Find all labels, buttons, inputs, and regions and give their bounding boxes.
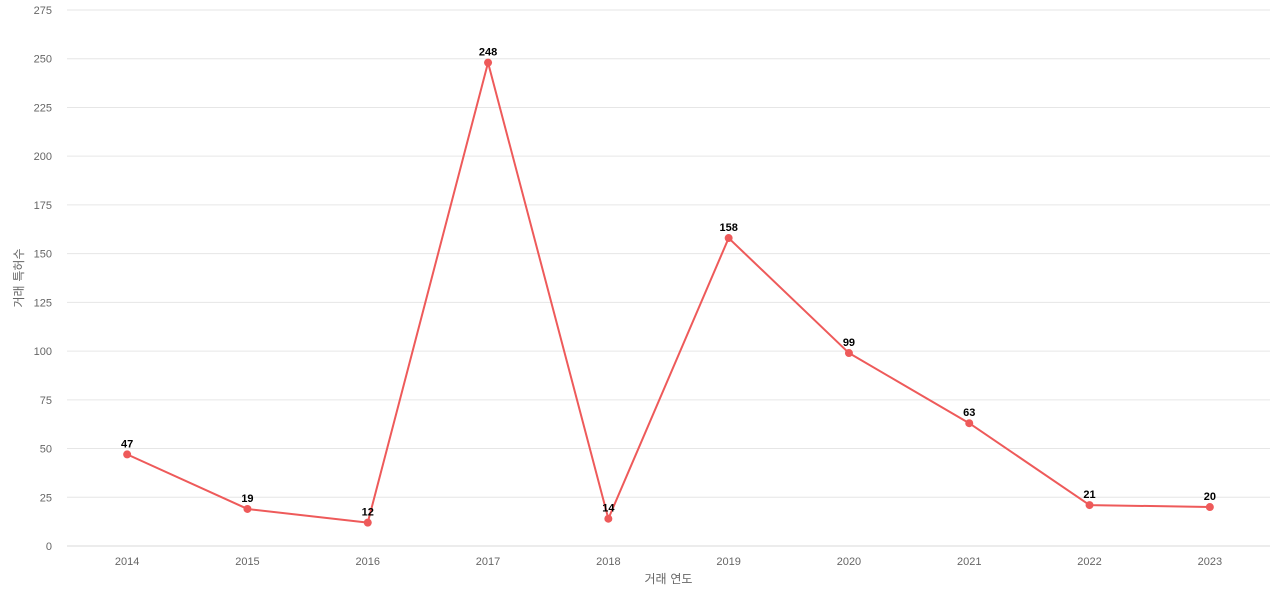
x-tick-label: 2014 (115, 556, 139, 568)
y-tick-label: 50 (40, 444, 52, 456)
data-point (484, 58, 493, 67)
data-point (604, 514, 613, 523)
x-tick-label: 2019 (716, 556, 740, 568)
data-point (123, 450, 132, 459)
data-point (724, 234, 733, 243)
data-label: 99 (843, 337, 855, 349)
data-point (844, 349, 853, 358)
data-label: 21 (1083, 489, 1095, 501)
data-point (1205, 503, 1214, 512)
data-label: 63 (963, 407, 975, 419)
x-tick-label: 2017 (476, 556, 500, 568)
data-label: 14 (602, 503, 615, 515)
y-tick-label: 125 (34, 297, 52, 309)
series-layer (123, 58, 1214, 527)
y-tick-label: 225 (34, 102, 52, 114)
y-tick-label: 0 (46, 541, 52, 553)
data-labels: 47 19 12 248 14 158 99 63 21 20 (121, 47, 1216, 519)
x-tick-label: 2022 (1077, 556, 1101, 568)
data-label: 248 (479, 47, 497, 59)
series-line (126, 61, 1210, 524)
x-axis-ticks: 2014 2015 2016 2017 2018 2019 2020 2021 2022 2023 (115, 556, 1222, 568)
y-axis-ticks: 0 25 50 75 100 125 150 175 200 225 250 275 (34, 5, 52, 553)
data-point (965, 419, 974, 428)
y-tick-label: 250 (34, 54, 52, 66)
y-tick-label: 150 (34, 249, 52, 261)
data-label: 158 (719, 222, 737, 234)
x-tick-label: 2016 (356, 556, 380, 568)
y-axis-title: 거래 특허수 (12, 248, 26, 307)
data-point (243, 504, 252, 513)
x-axis-title: 거래 연도 (645, 572, 693, 586)
grid-lines (67, 9, 1270, 498)
y-tick-label: 100 (34, 346, 52, 358)
x-tick-label: 2021 (957, 556, 981, 568)
x-tick-label: 2018 (596, 556, 620, 568)
data-label: 19 (241, 493, 253, 505)
data-label: 47 (121, 438, 133, 450)
x-tick-label: 2023 (1198, 556, 1222, 568)
data-point (363, 518, 372, 527)
y-tick-label: 175 (34, 200, 52, 212)
data-label: 12 (362, 507, 374, 519)
data-point (1085, 501, 1094, 510)
y-tick-label: 200 (34, 151, 52, 163)
x-tick-label: 2020 (837, 556, 861, 568)
y-tick-label: 275 (34, 5, 52, 17)
y-tick-label: 25 (40, 492, 52, 504)
y-tick-label: 75 (40, 395, 52, 407)
x-tick-label: 2015 (235, 556, 259, 568)
data-label: 20 (1204, 491, 1216, 503)
